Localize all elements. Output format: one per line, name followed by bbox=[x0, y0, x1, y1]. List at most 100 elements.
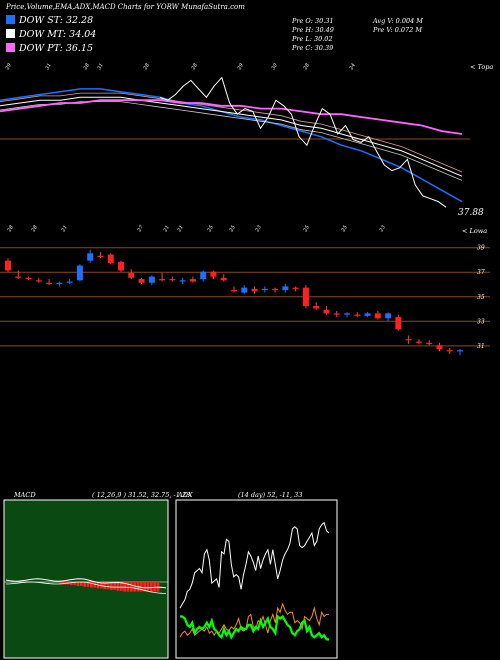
candle-body bbox=[76, 265, 83, 281]
price-axis-label: 35 bbox=[477, 294, 485, 301]
ema-bottom-tick: 23 bbox=[378, 224, 387, 233]
candle-body bbox=[118, 261, 124, 271]
candle-body bbox=[323, 309, 330, 314]
ema-top-tick: 29 bbox=[4, 62, 13, 72]
legend-value-mt: 34.04 bbox=[69, 29, 97, 40]
candle-body bbox=[200, 271, 207, 280]
candle-body bbox=[66, 281, 73, 283]
candle-body bbox=[15, 276, 22, 278]
adx-label: ADX bbox=[178, 491, 193, 499]
candle-body bbox=[231, 290, 237, 292]
candle-body bbox=[364, 313, 371, 316]
ema-bottom-tick: 23 bbox=[254, 224, 263, 233]
candle-body bbox=[25, 277, 32, 280]
ema-top-tick: 24 bbox=[348, 62, 357, 71]
price-axis-label: 31 bbox=[477, 343, 485, 350]
legend-value-st: 32.28 bbox=[65, 15, 94, 26]
candle-body bbox=[97, 255, 104, 257]
macd-histogram-bar bbox=[93, 582, 97, 588]
legend-label-mt: DOW MT: bbox=[19, 29, 67, 40]
ema-top-tick: 30 bbox=[271, 62, 280, 71]
pre-volume: Pre V: 0.072 M bbox=[373, 26, 423, 34]
candle-body bbox=[261, 288, 268, 291]
legend-value-pt: 36.15 bbox=[65, 43, 94, 54]
ema-top-tick: 28 bbox=[142, 62, 151, 71]
macd-histogram-bar bbox=[130, 582, 133, 592]
ema-ticks: 29 31 28 31 28 28 29 30 28 24 28 28 21 27 21 21 25 25 23 25… bbox=[4, 62, 387, 234]
candle-body bbox=[220, 277, 227, 281]
legend-dow-st: DOW ST: 32.28 bbox=[6, 15, 146, 26]
adx-series-0 bbox=[179, 521, 330, 609]
ema-top-tick: 28 bbox=[302, 62, 311, 71]
macd-histogram-bar bbox=[113, 582, 117, 590]
macd-histogram-bar bbox=[106, 582, 110, 590]
adx-panel bbox=[175, 499, 338, 659]
price-candles bbox=[5, 249, 463, 356]
macd-histogram-bar bbox=[140, 582, 143, 592]
macd-label: MACD bbox=[14, 491, 36, 499]
adx-series-2 bbox=[180, 614, 329, 641]
candle-body bbox=[251, 288, 258, 292]
candle-body bbox=[179, 280, 186, 282]
candle-body bbox=[374, 313, 381, 319]
candle-body bbox=[426, 342, 433, 345]
legend-swatch-pt bbox=[6, 43, 15, 52]
candle-body bbox=[169, 279, 176, 281]
adx-frame bbox=[175, 499, 338, 659]
macd-signal-line bbox=[5, 581, 167, 594]
ema-line-1 bbox=[0, 96, 463, 177]
macd-histogram-bar bbox=[70, 582, 73, 586]
ema-bottom-tick: 21 bbox=[162, 224, 171, 233]
macd-params: ( 12,26,9 ) 31.52, 32.75, -1.23 bbox=[92, 491, 191, 499]
price-grid: 39 37 35 33 31 bbox=[0, 245, 490, 350]
adx-params: (14 day) 52, -11, 33 bbox=[238, 491, 303, 499]
candle-body bbox=[159, 279, 166, 281]
chart-title: Price,Volume,EMA,ADX,MACD Charts for YOR… bbox=[6, 3, 245, 11]
macd-histogram-bar bbox=[60, 582, 63, 584]
candle-body bbox=[282, 286, 289, 291]
ema-bottom-tick: 21 bbox=[60, 224, 69, 233]
candle-body bbox=[107, 254, 114, 264]
macd-histogram-bar bbox=[86, 582, 90, 587]
macd-histogram-bar bbox=[83, 582, 87, 587]
ema-bottom-tick: 28 bbox=[6, 224, 15, 233]
macd-histogram-bar bbox=[110, 582, 113, 590]
ema-lines bbox=[0, 76, 463, 208]
ema-last-value: 37.88 bbox=[458, 208, 484, 218]
avg-volume: Avg V: 0.004 M bbox=[373, 17, 423, 25]
price-axis-label: 37 bbox=[477, 269, 485, 276]
candle-body bbox=[344, 313, 350, 315]
candle-body bbox=[457, 350, 463, 352]
candle-body bbox=[148, 276, 155, 283]
pre-open: Pre O: 30.31 bbox=[292, 17, 334, 25]
candle-body bbox=[395, 317, 402, 330]
macd-histogram-bar bbox=[76, 582, 80, 586]
candle-body bbox=[385, 313, 392, 319]
macd-histogram-bar bbox=[73, 582, 77, 586]
macd-histogram-bar bbox=[80, 582, 83, 586]
legend-swatch-mt bbox=[6, 29, 15, 38]
candle-body bbox=[313, 306, 320, 309]
candle-body bbox=[446, 350, 453, 352]
pre-high: Pre H: 30.49 bbox=[292, 26, 334, 34]
macd-histogram-bar bbox=[100, 582, 103, 589]
candle-body bbox=[354, 314, 361, 316]
candle-body bbox=[241, 287, 248, 293]
pre-close: Pre C: 30.39 bbox=[292, 44, 334, 52]
candle-body bbox=[56, 282, 63, 284]
ema-bottom-tick: 27 bbox=[136, 224, 145, 234]
candle-body bbox=[5, 260, 11, 271]
candle-body bbox=[436, 345, 443, 349]
candle-body bbox=[272, 288, 279, 291]
macd-histogram-bar bbox=[133, 582, 137, 592]
candle-body bbox=[333, 313, 340, 315]
legend-dow-mt: DOW MT: 34.04 bbox=[6, 29, 146, 40]
candle-body bbox=[87, 253, 94, 261]
legend-label-pt: DOW PT: bbox=[19, 43, 63, 54]
ema-top-tick: 31 bbox=[97, 62, 105, 71]
macd-histogram-bar bbox=[103, 582, 107, 590]
macd-histogram-bar bbox=[90, 582, 93, 588]
candle-body bbox=[128, 272, 135, 278]
macd-histogram-bar bbox=[126, 582, 130, 592]
